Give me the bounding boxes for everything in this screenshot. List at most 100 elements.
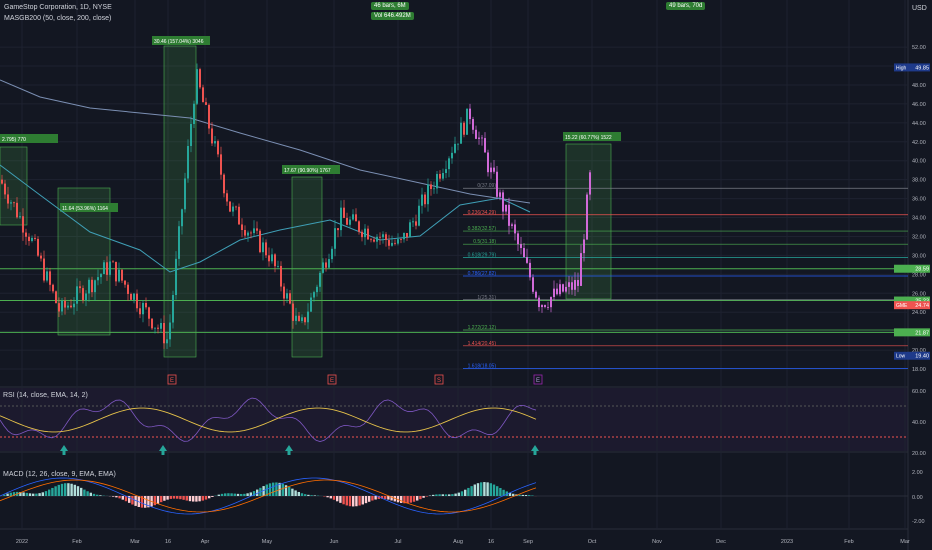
macd-histogram-bar: [474, 484, 476, 496]
macd-histogram-bar: [326, 496, 328, 497]
candle-body: [469, 109, 471, 119]
macd-histogram-bar: [42, 492, 44, 496]
candle-body: [262, 242, 264, 252]
candle-body: [280, 266, 282, 287]
candle-body: [274, 254, 276, 266]
candle-body: [169, 323, 171, 340]
fib-label: 1.272(22.12): [468, 325, 497, 331]
time-tick: Sep: [523, 539, 533, 545]
candle-body: [313, 292, 315, 297]
time-tick: 2022: [16, 539, 28, 545]
candle-body: [421, 195, 423, 206]
price-tick: 32.00: [912, 234, 926, 240]
macd-histogram-bar: [3, 495, 5, 496]
macd-histogram-bar: [61, 484, 63, 496]
macd-histogram-bar: [310, 495, 312, 496]
macd-histogram-bar: [22, 492, 24, 496]
macd-histogram-bar: [371, 496, 373, 501]
event-marker-label: E: [536, 378, 540, 384]
candle-body: [382, 234, 384, 237]
candle-body: [178, 226, 180, 259]
candle-body: [85, 294, 87, 301]
candle-body: [202, 87, 204, 102]
macd-histogram-bar: [330, 496, 332, 498]
macd-histogram-bar: [374, 496, 376, 500]
time-tick: Mar: [900, 539, 910, 545]
candle-body: [574, 280, 576, 290]
rsi-label: RSI (14, close, EMA, 14, 2): [3, 392, 88, 399]
candle-body: [361, 232, 363, 237]
candle-body: [214, 141, 216, 143]
candle-body: [403, 233, 405, 239]
candle-body: [559, 284, 561, 294]
candle-body: [130, 294, 132, 300]
candle-body: [22, 216, 24, 232]
macd-histogram-bar: [349, 496, 351, 506]
candle-body: [460, 123, 462, 144]
candle-body: [283, 287, 285, 299]
candle-body: [94, 280, 96, 292]
macd-histogram-bar: [90, 493, 92, 496]
macd-histogram-bar: [54, 486, 56, 496]
candle-body: [481, 138, 483, 139]
candle-body: [241, 224, 243, 230]
candle-body: [322, 262, 324, 272]
candle-body: [427, 184, 429, 204]
candle-body: [550, 297, 552, 307]
candle-body: [457, 144, 459, 145]
candle-body: [139, 308, 141, 314]
price-tick: 26.00: [912, 291, 926, 297]
time-tick: Jun: [330, 539, 339, 545]
candle-body: [88, 280, 90, 294]
macd-histogram-bar: [246, 493, 248, 496]
time-tick: Dec: [716, 539, 726, 545]
candle-body: [217, 141, 219, 154]
macd-histogram-bar: [198, 496, 200, 501]
candle-body: [157, 328, 159, 329]
macd-histogram-bar: [333, 496, 335, 500]
candle-body: [301, 317, 303, 321]
candle-body: [166, 339, 168, 343]
candle-body: [109, 262, 111, 275]
macd-histogram-bar: [192, 496, 194, 502]
candle-body: [118, 270, 120, 282]
candle-body: [256, 228, 258, 230]
candle-body: [577, 280, 579, 286]
macd-histogram-bar: [477, 483, 479, 496]
candle-body: [310, 297, 312, 311]
candle-body: [553, 289, 555, 297]
candle-body: [373, 240, 375, 242]
candle-body: [175, 259, 177, 295]
macd-histogram-bar: [237, 494, 239, 496]
measure-label: 2.795) 770: [2, 137, 26, 143]
candle-body: [154, 328, 156, 329]
macd-histogram-bar: [419, 496, 421, 499]
macd-histogram-bar: [458, 493, 460, 496]
macd-histogram-bar: [157, 496, 159, 504]
candle-body: [307, 312, 309, 323]
candle-body: [34, 238, 36, 239]
candle-body: [487, 152, 489, 172]
macd-tick: 2.00: [912, 470, 923, 476]
candle-body: [208, 105, 210, 129]
candle-body: [493, 168, 495, 172]
candle-body: [541, 305, 543, 307]
candle-body: [430, 184, 432, 189]
macd-histogram-bar: [438, 494, 440, 496]
macd-histogram-bar: [272, 483, 274, 496]
candle-body: [544, 305, 546, 307]
macd-histogram-bar: [122, 496, 124, 500]
candle-body: [100, 274, 102, 277]
candle-body: [250, 233, 252, 234]
candle-body: [67, 306, 69, 308]
price-tick: 28.00: [912, 272, 926, 278]
fib-label: 0.618(29.79): [468, 252, 497, 258]
macd-histogram-bar: [368, 496, 370, 502]
macd-histogram-bar: [496, 486, 498, 496]
candle-body: [346, 218, 348, 225]
macd-histogram-bar: [227, 493, 229, 496]
measure-box: [164, 46, 196, 357]
candle-body: [394, 243, 396, 244]
candle-body: [571, 282, 573, 290]
